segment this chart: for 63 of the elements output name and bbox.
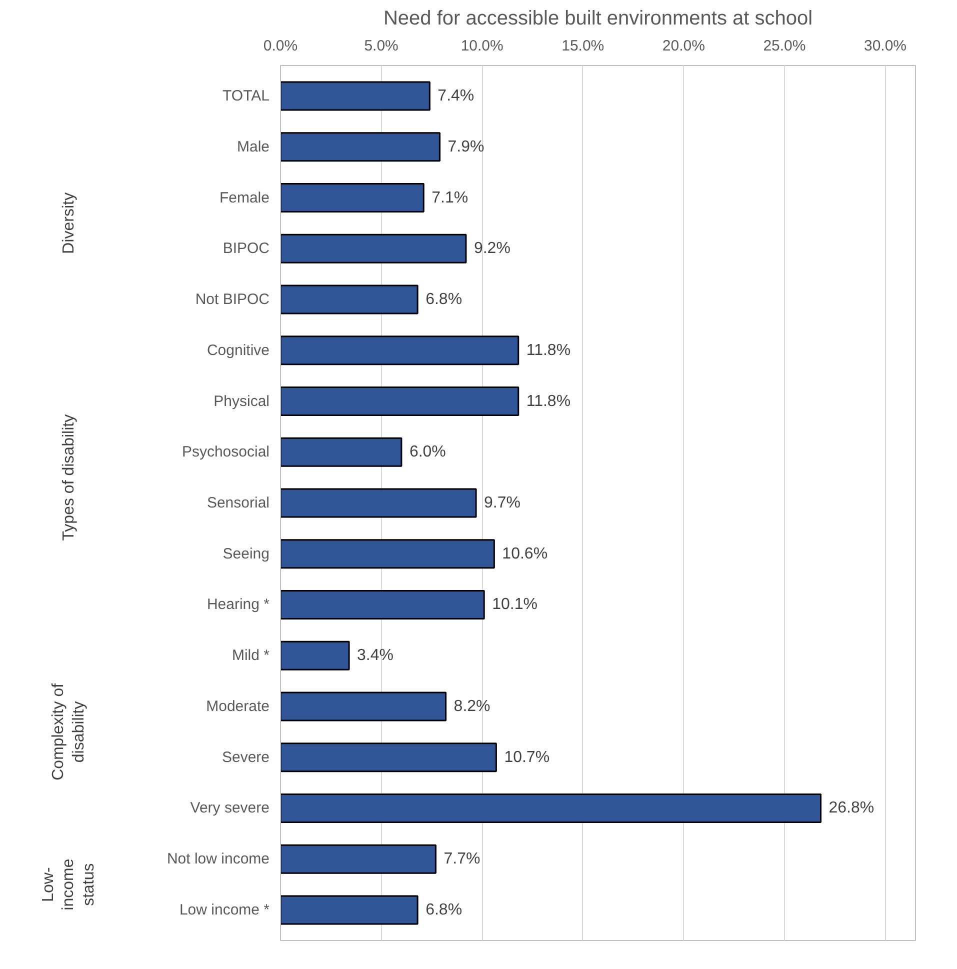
y-tick-label: TOTAL (222, 88, 270, 105)
bar (280, 81, 430, 111)
bar (280, 488, 477, 518)
y-tick-label: Not BIPOC (195, 291, 270, 308)
data-label: 10.6% (502, 545, 548, 562)
data-label: 7.4% (438, 88, 474, 105)
bar (280, 590, 485, 620)
y-tick-label: Not low income (166, 850, 270, 868)
y-tick-label: Cognitive (206, 342, 270, 359)
y-tick-label: Male (236, 138, 270, 156)
bar (280, 234, 467, 264)
bar (280, 895, 418, 925)
y-tick-label: Sensorial (206, 494, 270, 512)
x-tick-label: 5.0% (364, 38, 398, 54)
y-tick-label: Hearing * (206, 596, 270, 614)
x-tick-label: 30.0% (864, 38, 907, 54)
data-label: 10.1% (492, 596, 538, 614)
bar (280, 183, 424, 213)
data-label: 7.7% (444, 850, 480, 868)
bar (280, 284, 418, 314)
data-label: 6.0% (409, 444, 446, 461)
y-tick-label: Physical (214, 392, 270, 410)
data-label: 9.7% (484, 494, 521, 512)
bar (280, 793, 822, 823)
bar (280, 692, 447, 722)
data-label: 7.1% (432, 189, 468, 206)
bar (280, 640, 350, 670)
bar (280, 132, 441, 162)
y-tick-label: Low income * (179, 901, 270, 918)
data-label: 11.8% (526, 392, 571, 410)
bar (280, 539, 495, 569)
data-label: 8.2% (454, 698, 490, 715)
chart-title: Need for accessible built environments at school (383, 8, 813, 30)
x-tick-label: 10.0% (460, 38, 504, 54)
bar (280, 386, 520, 416)
y-tick-label: Seeing (222, 545, 270, 562)
data-label: 6.8% (426, 901, 462, 918)
data-label: 6.8% (426, 291, 462, 308)
data-label: 9.2% (474, 240, 510, 258)
x-tick-label: 25.0% (763, 38, 806, 54)
y-tick-label: Mild * (232, 647, 270, 664)
x-tick-label: 15.0% (562, 38, 604, 54)
text: Types of disability (60, 414, 78, 541)
y-tick-label: Very severe (190, 800, 270, 817)
text: Low-income status (40, 858, 98, 910)
bar (280, 336, 520, 366)
y-tick-label: BIPOC (222, 240, 270, 258)
data-label: 26.8% (828, 800, 874, 817)
data-label: 3.4% (357, 647, 394, 664)
bar (280, 742, 497, 772)
y-tick-label: Psychosocial (182, 444, 270, 461)
data-label: 7.9% (448, 138, 484, 156)
data-label: 11.8% (526, 342, 571, 359)
text: Complexity of disability (50, 682, 88, 780)
data-label: 10.7% (504, 748, 550, 766)
x-tick-label: 0.0% (263, 38, 298, 54)
y-tick-label: Female (219, 189, 270, 206)
bar (280, 844, 436, 874)
y-tick-label: Moderate (206, 698, 270, 715)
x-tick-label: 20.0% (662, 38, 705, 54)
text: Diversity (60, 192, 78, 254)
y-tick-label: Severe (222, 748, 270, 766)
bar (280, 437, 402, 467)
